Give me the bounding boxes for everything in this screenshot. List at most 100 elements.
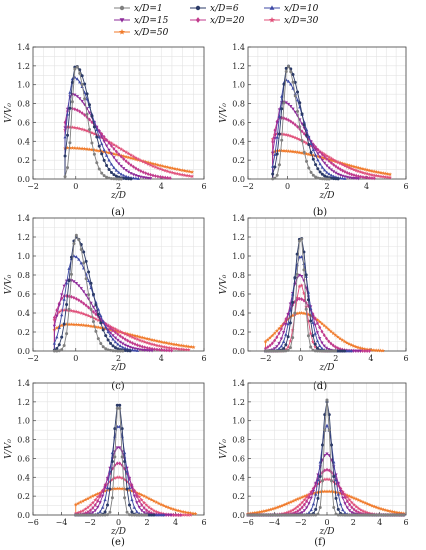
y-tick-label: 0.8 [232, 271, 245, 280]
data-point [145, 336, 150, 341]
data-point [101, 326, 106, 330]
data-point [167, 348, 171, 353]
data-point [82, 290, 86, 294]
data-point [183, 510, 188, 515]
data-point [77, 238, 81, 242]
data-point [124, 169, 128, 173]
y-axis-label: V/V₀ [4, 274, 14, 294]
data-point [113, 349, 117, 353]
data-point [140, 344, 144, 349]
data-point [319, 321, 324, 326]
data-point [257, 510, 262, 514]
data-point [115, 329, 120, 334]
data-point [354, 504, 359, 509]
data-point [266, 513, 270, 517]
x-tick-label: 6 [403, 518, 408, 527]
data-point [297, 502, 302, 507]
data-point [334, 512, 338, 516]
data-point [284, 148, 289, 153]
data-point [76, 310, 81, 315]
data-point [92, 148, 97, 152]
data-point [82, 146, 87, 151]
data-point [345, 162, 350, 167]
data-point [313, 344, 318, 349]
data-point [287, 513, 291, 517]
data-point [317, 319, 322, 324]
data-point [128, 345, 132, 349]
data-point [169, 341, 174, 346]
data-point [119, 164, 123, 168]
data-point [164, 340, 169, 345]
data-point [347, 163, 352, 168]
data-point [142, 506, 146, 510]
data-point [135, 337, 140, 342]
data-point [260, 513, 264, 517]
data-point [92, 131, 97, 136]
data-point [329, 161, 333, 165]
data-point [343, 492, 348, 497]
data-point [55, 314, 59, 318]
data-point [302, 279, 306, 283]
data-point [140, 509, 144, 513]
data-point [74, 322, 79, 327]
data-point [133, 155, 138, 160]
data-point [88, 513, 92, 517]
data-point [336, 346, 340, 351]
data-point [137, 494, 142, 499]
data-point [175, 167, 180, 172]
data-point [115, 486, 120, 491]
data-point [288, 499, 293, 504]
data-point [98, 494, 102, 499]
data-point [302, 502, 306, 507]
data-point [122, 157, 126, 161]
data-point [343, 511, 347, 515]
data-point [183, 512, 188, 517]
data-point [154, 343, 159, 348]
data-point [322, 477, 327, 482]
data-point [318, 337, 322, 341]
x-tick-label: 6 [403, 182, 408, 191]
grid [32, 382, 205, 516]
data-point [86, 323, 91, 328]
data-point [191, 345, 196, 349]
data-point [297, 239, 301, 243]
data-point [154, 509, 159, 514]
data-point [144, 176, 148, 180]
data-point [91, 315, 96, 320]
chart-panel: 0.0 0.2 0.4 0.6 0.8 1.0 1.2 1.4 −2 0 2 4 6 z/D V/V₀ (c) [4, 214, 207, 392]
y-tick-label: 1.2 [232, 62, 245, 71]
data-point [97, 135, 101, 139]
data-point [162, 340, 167, 345]
data-point [402, 513, 406, 517]
data-point [170, 170, 175, 175]
data-point [117, 162, 121, 166]
data-point [350, 511, 354, 515]
data-point [388, 175, 393, 180]
data-point [132, 333, 137, 338]
data-point [83, 507, 88, 511]
data-point [295, 136, 300, 141]
data-point [300, 129, 304, 134]
data-point [84, 511, 88, 516]
data-point [331, 479, 336, 484]
data-point [342, 163, 347, 168]
data-point [123, 346, 127, 350]
data-point [93, 513, 97, 517]
series-x-d-15 [246, 452, 406, 517]
data-point [164, 504, 169, 509]
data-point [257, 513, 261, 517]
data-point [288, 339, 293, 343]
data-point [137, 334, 142, 339]
data-point [109, 326, 113, 331]
data-point [72, 146, 77, 150]
data-point [57, 349, 61, 353]
data-point [106, 513, 110, 517]
data-point [333, 333, 338, 337]
data-point [146, 176, 150, 180]
data-point [327, 177, 331, 181]
data-point [93, 509, 97, 513]
data-point [105, 485, 110, 489]
data-point [320, 479, 324, 483]
data-point [318, 475, 322, 479]
data-point [327, 489, 332, 494]
